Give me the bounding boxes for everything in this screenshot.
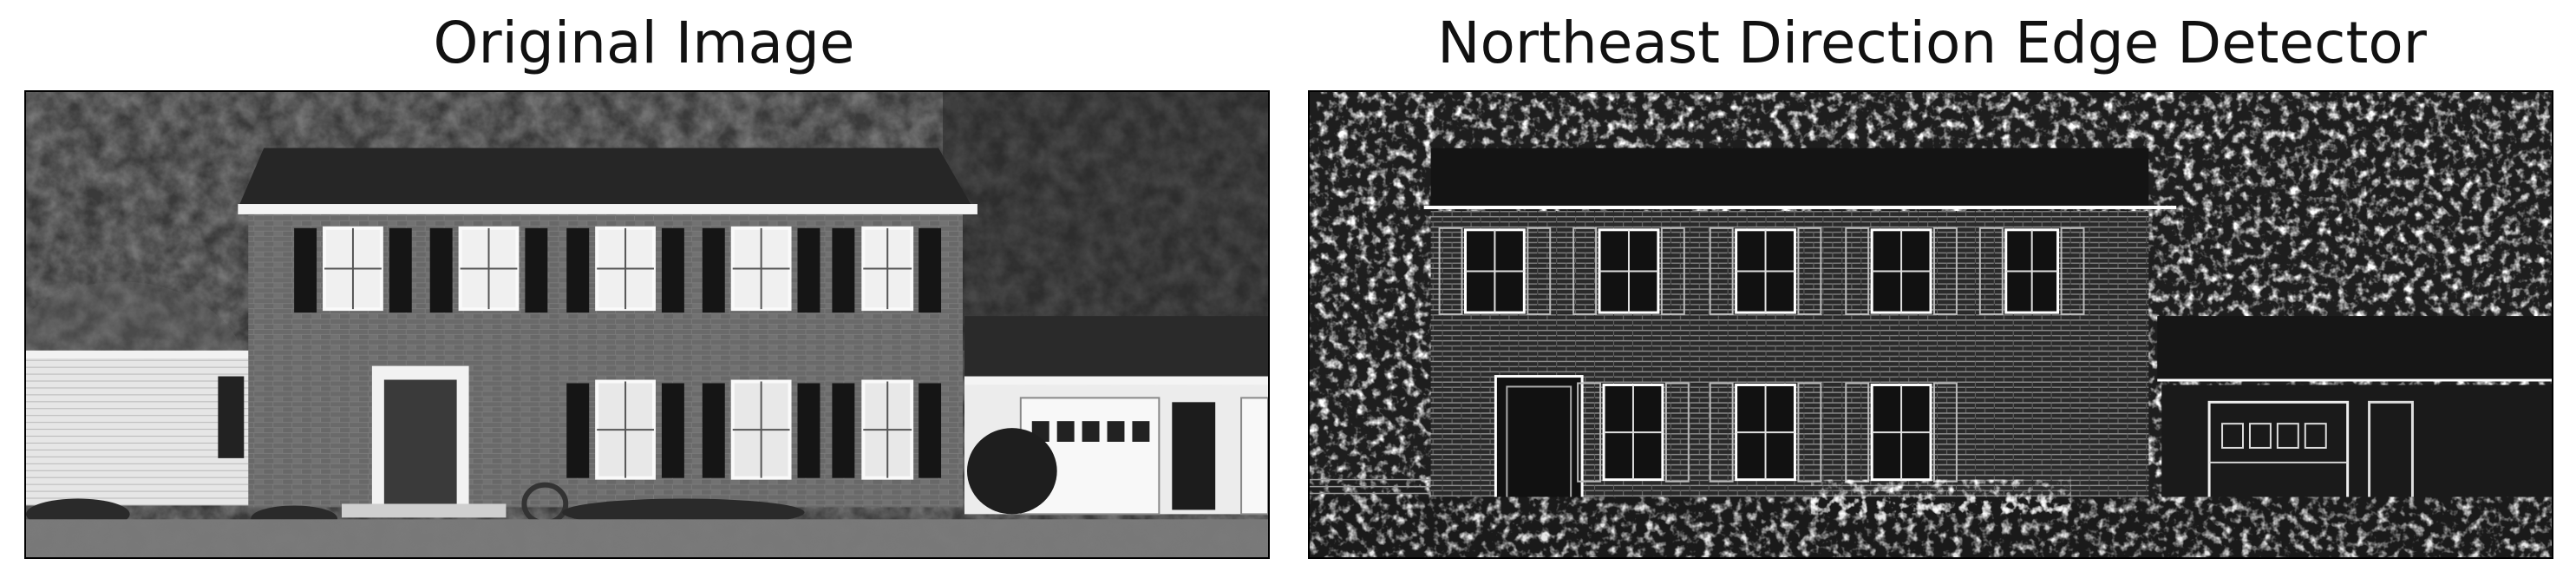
original-house-photo (26, 92, 1268, 557)
edge-detector-panel: Northeast Direction Edge Detector (1288, 0, 2576, 585)
original-image-title: Original Image (433, 10, 855, 76)
original-image-frame (24, 90, 1270, 559)
original-image-panel: Original Image (24, 10, 1270, 559)
edge-detector-frame (1308, 90, 2553, 559)
edge-detector-title: Northeast Direction Edge Detector (1437, 10, 2427, 76)
edge-detected-house-image (1310, 92, 2552, 557)
